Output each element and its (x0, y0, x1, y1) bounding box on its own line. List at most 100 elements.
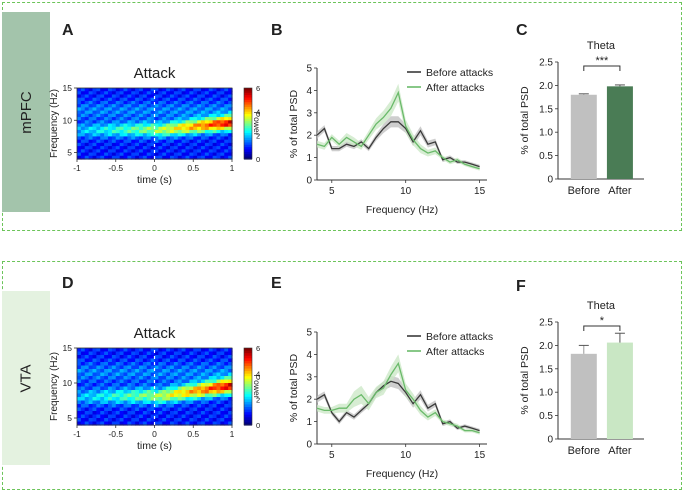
mpfc-heatmap-cell (201, 149, 206, 154)
vta-heatmap-cell (80, 397, 86, 402)
vta-heatmap-cell (177, 351, 183, 356)
vta-heatmap-cell (208, 362, 214, 367)
mpfc-heatmap-cell (142, 113, 148, 118)
mpfc-heatmap-cell (170, 88, 175, 92)
vta-heatmap-cell (84, 369, 90, 374)
vta-heatmap-cell (80, 411, 86, 416)
mpfc-heatmap-cell (123, 136, 128, 141)
vta-heatmap-cell (173, 421, 179, 426)
vta-heatmap-cell (170, 362, 175, 367)
mpfc-heatmap-cell (177, 152, 183, 157)
mpfc-heatmap-cell (80, 126, 86, 131)
mpfc-heatmap-cell (220, 129, 225, 134)
mpfc-colorbar-segment (244, 151, 252, 155)
mpfc-heatmap-cell (189, 120, 194, 125)
mpfc-heatmap-cell (123, 110, 128, 115)
mpfc-heatmap-cell (162, 117, 167, 121)
mpfc-heatmap-cell (100, 104, 105, 108)
vta-colorbar-segment (244, 404, 252, 408)
mpfc-heatmap-cell (224, 152, 229, 157)
mpfc-heatmap-cell (216, 129, 221, 134)
vta-heatmap-cell (212, 418, 218, 423)
vta-heatmap-cell (80, 386, 86, 391)
mpfc-heatmap-cell (220, 155, 225, 160)
mpfc-heatmap-cell (189, 136, 194, 141)
vta-heatmap-cell (208, 383, 214, 388)
mpfc-heatmap-cell (131, 91, 136, 96)
vta-heatmap-cell (173, 418, 179, 423)
mpfc-heatmap-cell (88, 136, 94, 141)
mpfc-heatmap-cell (88, 107, 94, 112)
mpfc-heatmap-cell (92, 104, 97, 108)
mpfc-heatmap-cell (108, 88, 113, 92)
vta-heatmap-cell (111, 372, 117, 377)
mpfc-heatmap-cell (127, 94, 132, 99)
mpfc-psd-ytick-label: 2 (306, 131, 312, 142)
vta-heatmap-cell (162, 369, 167, 374)
mpfc-heatmap-cell (208, 126, 214, 131)
mpfc-heatmap-cell (77, 100, 82, 105)
mpfc-heatmap-cell (158, 149, 163, 154)
vta-heatmap-cell (119, 390, 125, 395)
mpfc-heatmap-cell (77, 88, 82, 92)
vta-heatmap-cell (193, 421, 198, 426)
mpfc-heatmap-cell (127, 97, 132, 102)
vta-heatmap-cell (104, 383, 109, 388)
vta-heatmap-cell (111, 351, 117, 356)
mpfc-heatmap-cell (115, 142, 121, 147)
mpfc-heatmap-cell (177, 146, 183, 150)
mpfc-heatmap-cell (170, 149, 175, 154)
mpfc-heatmap-cell (135, 88, 140, 92)
mpfc-heatmap-cell (204, 133, 210, 138)
mpfc-heatmap-cell (204, 113, 210, 118)
mpfc-heatmap-cell (228, 129, 233, 134)
vta-heatmap-cell (216, 376, 221, 381)
mpfc-heatmap-cell (166, 113, 171, 118)
mpfc-heatmap-cell (84, 126, 90, 131)
vta-heatmap-cell (127, 365, 132, 370)
mpfc-heatmap-cell (228, 91, 233, 96)
vta-heatmap-cell (96, 348, 101, 353)
mpfc-heatmap-cell (131, 152, 136, 157)
vta-heatmap-cell (150, 379, 156, 384)
vta-heatmap-cell (119, 351, 125, 356)
mpfc-heatmap-cell (189, 100, 194, 105)
vta-heatmap-cell (189, 348, 194, 353)
vta-heatmap-cell (166, 383, 171, 388)
vta-heatmap-cell (100, 348, 105, 353)
vta-colorbar-segment (244, 422, 252, 426)
vta-heatmap-cell (88, 355, 94, 360)
mpfc-heatmap-cell (193, 113, 198, 118)
vta-heatmap-cell (123, 379, 128, 384)
vta-heatmap-cell (88, 376, 94, 381)
mpfc-heatmap-cell (228, 104, 233, 108)
vta-heatmap-cell (92, 404, 97, 409)
mpfc-heatmap-cell (84, 91, 90, 96)
mpfc-heatmap-cell (115, 94, 121, 99)
mpfc-heatmap-cell (100, 117, 105, 121)
mpfc-heatmap-cell (104, 152, 109, 157)
vta-heatmap-cell (108, 383, 113, 388)
vta-heatmap-cell (150, 407, 156, 412)
mpfc-heatmap-cell (185, 91, 190, 96)
mpfc-heatmap-cell (115, 149, 121, 154)
vta-bar-ytick-label: 1.0 (539, 388, 553, 399)
mpfc-psd-xtick-label: 15 (474, 186, 486, 197)
mpfc-colorbar-segment (244, 104, 252, 108)
vta-heatmap-cell (197, 397, 202, 402)
mpfc-heatmap-cell (189, 113, 194, 118)
mpfc-heatmap-cell (146, 129, 152, 134)
mpfc-heatmap-cell (146, 100, 152, 105)
mpfc-colorbar-segment (244, 123, 252, 127)
mpfc-heatmap-cell (158, 133, 163, 138)
vta-heatmap-cell (108, 404, 113, 409)
vta-heatmap-xtick-label: -0.5 (108, 429, 123, 439)
mpfc-heatmap-cell (104, 120, 109, 125)
mpfc-heatmap-cell (193, 149, 198, 154)
vta-heatmap-cell (150, 414, 156, 419)
mpfc-heatmap-cell (80, 152, 86, 157)
vta-heatmap-cell (173, 393, 179, 398)
mpfc-heatmap-cell (173, 88, 179, 92)
vta-heatmap-cell (181, 376, 187, 381)
vta-heatmap-cell (173, 355, 179, 360)
